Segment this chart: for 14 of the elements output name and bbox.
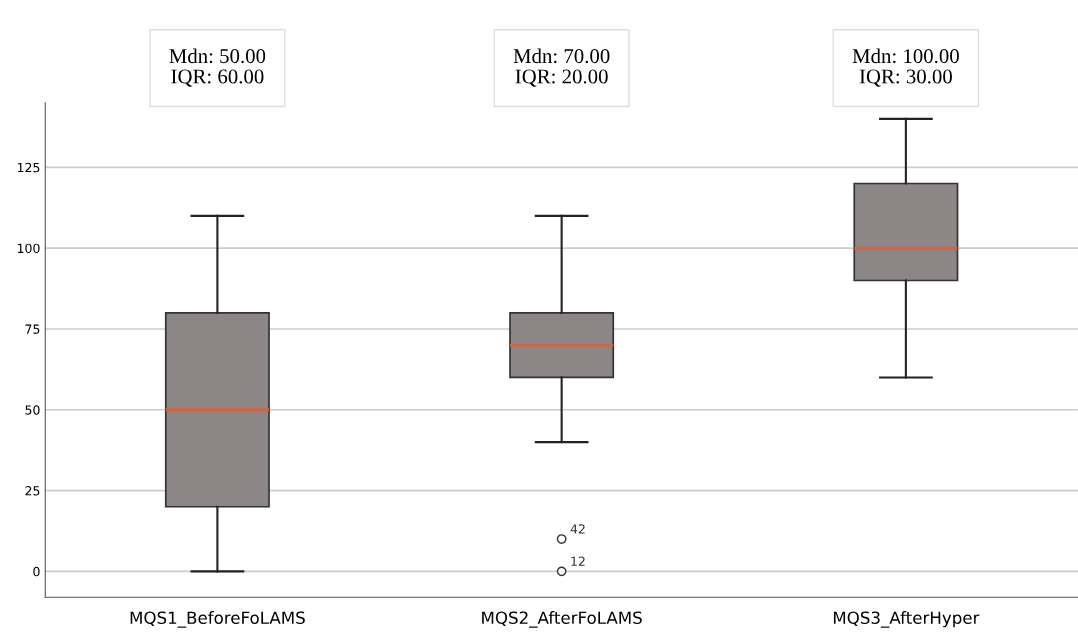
text: Mdn: 100.00 IQR: 30.00	[852, 48, 959, 87]
annotation: 12	[571, 556, 585, 566]
y-tick-label: 75	[25, 324, 40, 334]
y-tick-label: 100	[17, 243, 40, 254]
x-tick-label: MQS2_AfterFoLAMS	[482, 611, 642, 628]
x-tick-label: MQS3_AfterHyper	[833, 611, 980, 628]
y-tick-label: 50	[25, 405, 40, 415]
x-tick-label: MQS1_BeforeFoLAMS	[130, 611, 305, 628]
annotation: 42	[570, 524, 585, 534]
y-tick-label: 25	[25, 486, 40, 496]
y-tick-label: 125	[17, 162, 40, 173]
text: Mdn: 70.00 IQR: 20.00	[513, 48, 610, 87]
text: Mdn: 50.00 IQR: 60.00	[169, 48, 266, 87]
y-tick-label: 0	[33, 566, 40, 577]
